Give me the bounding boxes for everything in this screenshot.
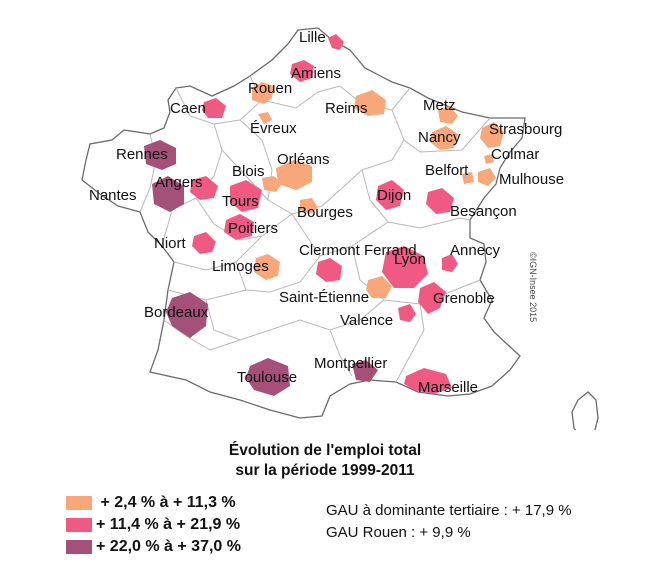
urban-area-clermont-ferrand: [316, 258, 342, 282]
city-label-marseille: Marseille: [418, 379, 478, 396]
legend-item-high: + 22,0 % à + 37,0 %: [66, 536, 241, 558]
city-label-nantes: Nantes: [89, 187, 137, 204]
urban-area-caen: [202, 98, 226, 118]
legend-title: Évolution de l'emploi total sur la pério…: [0, 441, 650, 481]
urban-area-dijon: [376, 180, 404, 210]
legend-swatch-low: [66, 496, 92, 510]
city-label-niort: Niort: [154, 235, 187, 252]
city-label-dijon: Dijon: [377, 187, 411, 204]
city-label-besancon: Besançon: [450, 203, 517, 220]
legend-label-low: + 2,4 % à + 11,3 %: [96, 494, 236, 511]
city-label-lille: Lille: [299, 29, 326, 46]
urban-area-nantes: [152, 176, 184, 212]
urban-area-annecy: [442, 254, 458, 272]
urban-area-orleans: [276, 160, 312, 190]
legend-item-mid: + 11,4 % à + 21,9 %: [66, 514, 241, 536]
legend-swatch-high: [66, 540, 92, 554]
city-label-annecy: Annecy: [450, 242, 501, 259]
france-map: Lille Amiens Rouen Caen Évreux Reims Met…: [81, 27, 599, 430]
legend-title-line2: sur la période 1999-2011: [235, 462, 415, 479]
legend: + 2,4 % à + 11,3 % + 11,4 % à + 21,9 % +…: [66, 492, 241, 558]
city-label-lyon: Lyon: [394, 251, 426, 268]
urban-area-lyon: [382, 246, 428, 288]
urban-area-limoges: [254, 254, 280, 280]
urban-area-rouen: [252, 82, 274, 104]
urban-area-montpellier: [352, 360, 378, 382]
city-label-nancy: Nancy: [418, 129, 461, 146]
city-label-metz: Metz: [423, 97, 456, 114]
city-label-amiens: Amiens: [291, 65, 341, 82]
urban-area-besancon: [426, 188, 454, 214]
city-label-grenoble: Grenoble: [433, 290, 495, 307]
note-tertiary: GAU à dominante tertiaire : + 17,9 %: [326, 502, 572, 519]
city-label-angers: Angers: [155, 174, 203, 191]
urban-area-angers: [190, 176, 218, 200]
city-label-colmar: Colmar: [491, 146, 539, 163]
city-label-bordeaux: Bordeaux: [144, 304, 209, 321]
urban-area-bourges: [300, 198, 318, 214]
city-label-belfort: Belfort: [425, 162, 469, 179]
france-outline: [81, 27, 526, 419]
city-label-valence: Valence: [340, 312, 393, 329]
city-label-limoges: Limoges: [212, 258, 269, 275]
map-credit: ©IGN-Insee 2015: [528, 252, 538, 322]
city-label-rouen: Rouen: [248, 80, 292, 97]
urban-area-blois: [262, 176, 282, 192]
urban-area-toulouse: [246, 358, 290, 396]
legend-label-mid: + 11,4 % à + 21,9 %: [96, 516, 241, 533]
urban-area-valence: [398, 304, 416, 322]
city-label-rennes: Rennes: [116, 146, 168, 163]
city-label-mulhouse: Mulhouse: [499, 171, 564, 188]
urban-area-saint-etienne: [366, 276, 392, 298]
note-rouen: GAU Rouen : + 9,9 %: [326, 524, 471, 541]
legend-item-low: + 2,4 % à + 11,3 %: [66, 492, 241, 514]
urban-area-mulhouse: [478, 168, 496, 186]
urban-area-strasbourg: [480, 122, 504, 148]
urban-area-grenoble: [418, 282, 446, 314]
city-labels: Lille Amiens Rouen Caen Évreux Reims Met…: [89, 29, 564, 396]
city-label-clermont-ferrand: Clermont Ferrand: [299, 242, 417, 259]
urban-area-metz: [438, 106, 458, 124]
city-label-montpellier: Montpellier: [314, 355, 387, 372]
urban-area-amiens: [290, 60, 314, 82]
urban-area-poitiers: [224, 214, 254, 240]
urban-area-nancy: [430, 126, 458, 150]
urban-area-lille: [328, 34, 344, 50]
city-label-reims: Reims: [325, 100, 368, 117]
city-label-saint-etienne: Saint-Étienne: [279, 289, 369, 306]
legend-label-high: + 22,0 % à + 37,0 %: [96, 538, 241, 555]
city-label-poitiers: Poitiers: [228, 220, 278, 237]
urban-area-tours: [230, 180, 262, 212]
urban-area-marseille: [404, 368, 452, 394]
urban-area-niort: [192, 232, 216, 254]
city-label-strasbourg: Strasbourg: [489, 121, 562, 138]
city-label-evreux: Évreux: [250, 120, 297, 137]
urban-area-belfort: [462, 172, 474, 184]
urban-area-rennes: [144, 140, 176, 170]
city-label-caen: Caen: [170, 100, 206, 117]
corsica-outline: [571, 391, 599, 430]
urban-area-bordeaux: [166, 292, 208, 338]
legend-title-line1: Évolution de l'emploi total: [228, 442, 422, 459]
city-label-bourges: Bourges: [297, 204, 353, 221]
city-label-tours: Tours: [222, 193, 259, 210]
urban-area-colmar: [484, 154, 494, 164]
city-label-blois: Blois: [232, 163, 265, 180]
urban-area-reims: [354, 90, 386, 116]
city-label-orleans: Orléans: [277, 151, 330, 168]
urban-area-evreux: [258, 112, 272, 124]
legend-swatch-mid: [66, 518, 92, 532]
city-label-toulouse: Toulouse: [237, 369, 297, 386]
notes: GAU à dominante tertiaire : + 17,9 % GAU…: [326, 500, 572, 544]
